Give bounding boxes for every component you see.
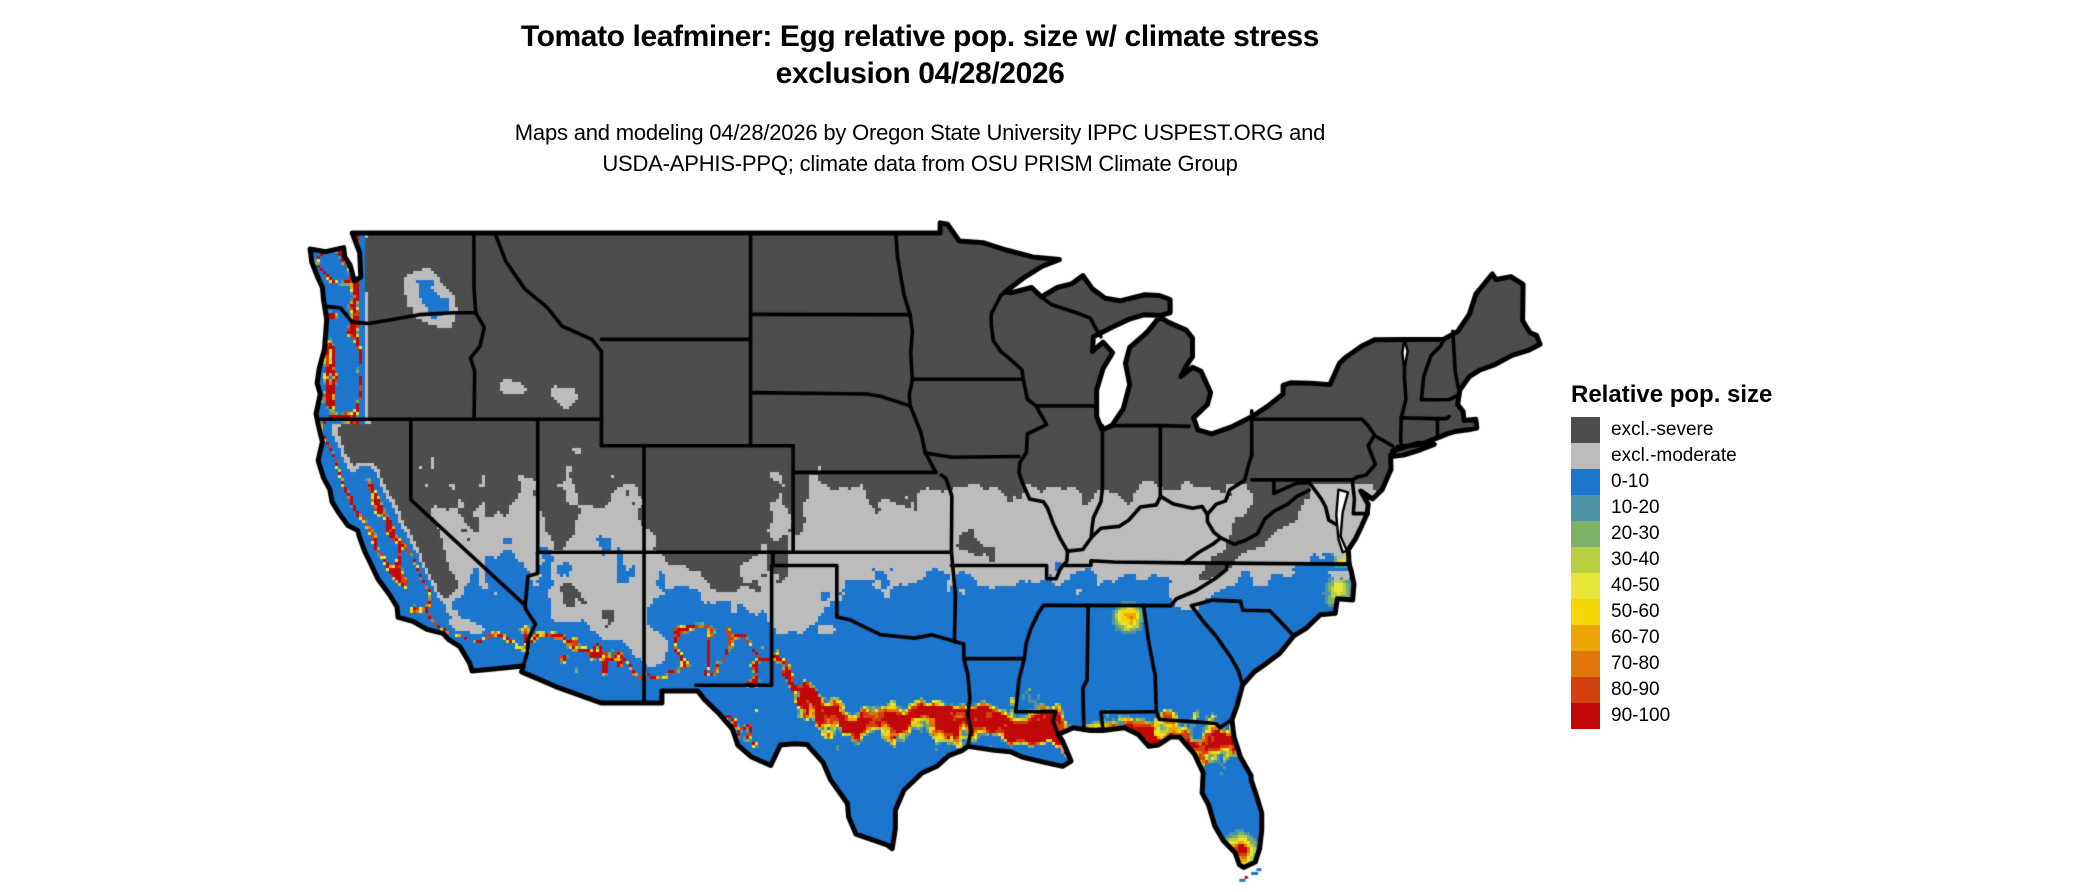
legend-swatch [1571, 495, 1600, 521]
legend-swatch [1571, 651, 1600, 677]
legend-swatch [1571, 521, 1600, 547]
map-subtitle-line1: Maps and modeling 04/28/2026 by Oregon S… [514, 120, 1326, 145]
legend-swatch [1571, 443, 1600, 469]
legend-swatch [1571, 573, 1600, 599]
legend-swatch [1571, 417, 1600, 443]
legend-swatch [1571, 547, 1600, 573]
map-title-line1: Tomato leafminer: Egg relative pop. size… [520, 20, 1320, 53]
legend-item: excl.-severe [1571, 417, 1772, 443]
legend-item: 20-30 [1571, 521, 1772, 547]
legend-label: 80-90 [1611, 679, 1660, 700]
legend-label: 60-70 [1611, 627, 1660, 648]
legend: Relative pop. size excl.-severe excl.-mod… [1571, 381, 1772, 729]
legend-label: 30-40 [1611, 549, 1660, 570]
legend-label: excl.-severe [1611, 419, 1714, 440]
legend-label: 90-100 [1611, 705, 1671, 726]
legend-swatch [1571, 469, 1600, 495]
legend-item: 10-20 [1571, 495, 1772, 521]
legend-item: 30-40 [1571, 547, 1772, 573]
legend-item: 60-70 [1571, 625, 1772, 651]
legend-title: Relative pop. size [1571, 381, 1773, 408]
legend-item: 50-60 [1571, 599, 1772, 625]
legend-item: excl.-moderate [1571, 443, 1772, 469]
legend-label: 20-30 [1611, 523, 1660, 544]
map-title-line2: exclusion 04/28/2026 [775, 57, 1065, 90]
map-title: Tomato leafminer: Egg relative pop. size… [330, 18, 1510, 92]
legend-swatch [1571, 703, 1600, 729]
legend-item: 80-90 [1571, 677, 1772, 703]
legend-label: 0-10 [1611, 471, 1650, 492]
legend-item: 70-80 [1571, 651, 1772, 677]
legend-item: 0-10 [1571, 469, 1772, 495]
legend-item: 40-50 [1571, 573, 1772, 599]
legend-label: excl.-moderate [1611, 445, 1737, 466]
legend-swatch [1571, 677, 1600, 703]
legend-label: 40-50 [1611, 575, 1660, 596]
map-subtitle: Maps and modeling 04/28/2026 by Oregon S… [330, 117, 1510, 179]
legend-swatch [1571, 599, 1600, 625]
legend-items: excl.-severe excl.-moderate 0-10 10-20 20-30… [1571, 417, 1772, 729]
legend-label: 70-80 [1611, 653, 1660, 674]
legend-item: 90-100 [1571, 703, 1772, 729]
legend-swatch [1571, 625, 1600, 651]
legend-label: 10-20 [1611, 497, 1660, 518]
map-subtitle-line2: USDA-APHIS-PPQ; climate data from OSU PR… [602, 151, 1238, 176]
legend-label: 50-60 [1611, 601, 1660, 622]
